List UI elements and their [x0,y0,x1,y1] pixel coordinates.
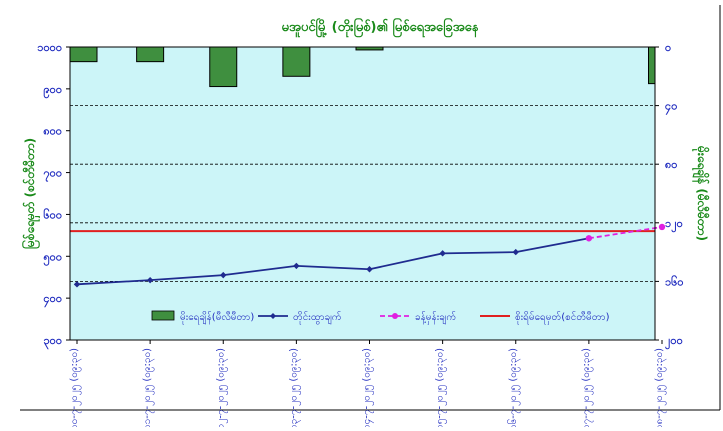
left-tick-label: ၉၀၀ [43,83,62,99]
forecast-line [588,226,663,240]
x-tick-label: ၁၆-၇-၂၀၂၅ (၀၉:၃၀) [506,348,521,427]
right-tick-label: ၀ [665,41,671,54]
legend-label: ခန့်မှန်းချက် [415,310,456,325]
legend: မိုးရေချိန်(မီလီမီတာ) တိုင်းထွာချက် ခန့်မှ… [151,310,610,325]
legend-swatch-rain [151,310,175,321]
x-tick-label: ၁၀-၇-၂၀၂၅ (၀၉:၃၀) [69,348,82,427]
left-tick-label: ၇၀၀ [43,167,62,183]
rain-bar [136,46,165,63]
right-tick-label: ၂၀၀ [665,334,683,350]
rain-bar [648,46,656,85]
x-tick-label: ၁၅-၇-၂၀၂၅ (၀၉:၃၀) [435,348,448,427]
forecast-point [585,235,593,242]
legend-label: တိုင်းထွာချက် [293,310,342,325]
right-tick-label: ၁၂၀ [665,217,683,233]
left-tick-label: ၈၀၀ [43,125,62,138]
observed-point [73,281,81,288]
water-level-lines [76,226,663,286]
x-tick-label: ၁၁-၇-၂၀၂၅ (၀၉:၃၀) [142,348,155,427]
legend-marker-observed [270,313,276,319]
left-tick-label: ၃၀၀ [43,334,62,350]
rain-bar [282,46,311,77]
left-tick-label: ၄၀၀ [43,292,62,308]
left-axis-label: မြစ်ရေမှတ် (စင်တီမီတာ) [20,138,41,249]
legend-label: စိုးရိမ်ရေမှတ်(စင်တီမီတာ) [515,310,610,325]
right-tick-label: ၄၀ [665,100,677,116]
rain-bars [69,46,656,88]
forecast-point [658,223,666,231]
observed-point [293,262,300,270]
left-tick-label: ၁၀၀၀ [37,41,62,54]
left-tick-label: ၅၀၀ [43,250,62,266]
grid-lines [70,105,655,282]
x-tick-label: ၁၃-၇-၂၀၂၅ (၀၉:၃၀) [288,348,301,427]
x-axis-ticks: ၁၀-၇-၂၀၂၅ (၀၉:၃၀) ၁၁-၇-၂၀၂၅ (၀၉:၃၀) ၁၂-၇-၂… [69,340,667,430]
x-tick-label: ၁၂-၇-၂၀၂၅ (၀၉:၃၀) [215,348,228,427]
legend-marker-forecast [392,313,398,319]
x-tick-label: ၁၄-၇-၂၀၂၅ (၀၉:၃၀) [362,348,375,427]
legend-label: မိုးရေချိန်(မီလီမီတာ) [180,310,254,325]
observed-point [439,250,446,257]
data-points [73,223,666,288]
right-tick-label: ၁၆၀ [665,275,684,288]
rain-bar [69,46,98,63]
rain-bar [209,46,238,88]
observed-line [76,237,590,286]
left-axis-ticks: ၃၀၀ ၄၀၀ ၅၀၀ ၆၀၀ ၇၀၀ ၈၀၀ ၉၀၀ ၁၀၀၀ [37,41,70,350]
chart-title: မအူပင်မြို့ (တိုးမြစ်)၏ မြစ်ရေအခြေအနေ [282,17,480,38]
left-tick-label: ၆၀၀ [43,208,62,221]
plot-area [70,47,655,340]
right-axis-label: မိုးရေချိန် (မီလီမီတာ) [691,145,711,241]
observed-point [512,248,519,256]
observed-point [220,271,227,279]
right-tick-label: ၈၀ [665,158,677,171]
observed-point [146,276,154,284]
x-tick-label: ၁၇-၇-၂၀၂၅ (၀၉:၃၀) [581,348,594,427]
observed-point [366,266,373,273]
plot-border [69,46,656,341]
x-tick-label: ၁၈-၇-၂၀၂၅ (၀၉:၃၀) [654,348,667,427]
